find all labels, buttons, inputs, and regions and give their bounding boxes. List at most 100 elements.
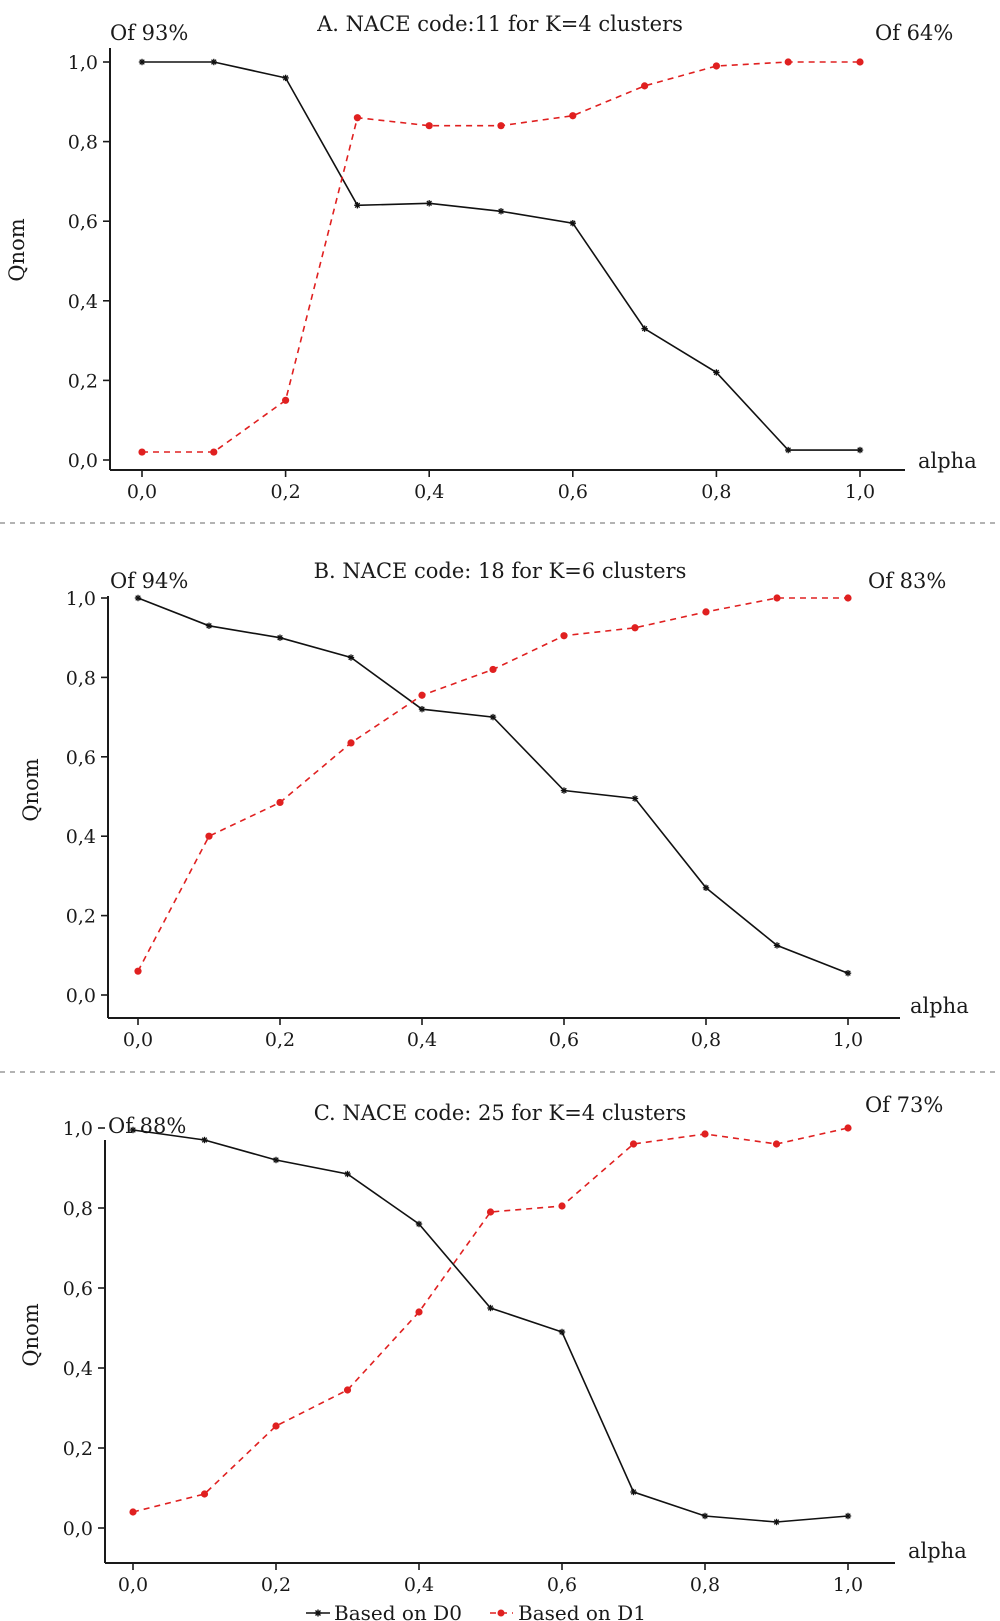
panel-a-d0-point (785, 446, 792, 454)
legend-d0-label: Based on D0 (334, 1601, 462, 1621)
panel-c-x-tick-label: 0,6 (547, 1574, 577, 1596)
panel-a-d0-point (138, 58, 146, 66)
panel-a-d1-point (138, 448, 146, 456)
panel-b-x-tick-label: 0,6 (549, 1029, 579, 1051)
panel-c: C. NACE code: 25 for K=4 clusters Of 88%… (19, 1093, 967, 1596)
panel-c-d0-point (201, 1136, 208, 1144)
panel-c-ticks: 0,0 0,2 0,4 0,6 0,8 1,0 0,0 0,2 0,4 0,6 0,8 1,0 (63, 1118, 863, 1596)
panel-c-x-tick-label: 0,2 (261, 1574, 291, 1596)
panel-c-x-axis-label: alpha (908, 1539, 967, 1563)
panel-c-right-annotation: Of 73% (865, 1093, 943, 1117)
panel-b-plot (134, 594, 852, 977)
panel-a-d1-point (353, 114, 361, 122)
panel-c-x-tick-label: 0,4 (404, 1574, 434, 1596)
panel-a-ticks: 0,0 0,2 0,4 0,6 0,8 1,0 0,0 0,2 0,4 0,6 0,8 1,0 (68, 52, 875, 503)
legend-d0-star-marker (314, 1609, 322, 1617)
panel-c-d1-point (343, 1386, 352, 1394)
panel-a-d1-point (641, 82, 649, 90)
panel-c-d1-point (629, 1140, 638, 1148)
panel-a-x-tick-label: 0,4 (414, 481, 444, 503)
panel-a-title: A. NACE code:11 for K=4 clusters (316, 12, 683, 36)
panel-a-x-tick-label: 1,0 (845, 481, 875, 503)
panel-c-d1-point (844, 1124, 852, 1132)
panel-c-d1-point (486, 1208, 495, 1216)
legend-d1-label: Based on D1 (518, 1601, 646, 1621)
legend: Based on D0 Based on D1 (306, 1601, 646, 1621)
panel-c-d1-point (701, 1130, 709, 1138)
panel-b-d0-point (773, 942, 781, 949)
panel-b-d1-point (205, 832, 213, 840)
panel-b-d1-point (347, 739, 355, 747)
panel-a-series-d0-line (142, 61, 860, 451)
panel-a-x-tick-label: 0,0 (127, 481, 157, 503)
panel-a-d1-point (210, 448, 218, 456)
panel-a-d0-point (641, 325, 648, 332)
panel-b-title: B. NACE code: 18 for K=6 clusters (314, 559, 687, 583)
panel-a-series-d1-line (142, 61, 860, 453)
panel-c-d0-point (344, 1170, 351, 1178)
panel-b-y-tick-label: 0,0 (66, 985, 96, 1007)
panel-a-d0-point (569, 219, 576, 227)
panel-b-right-annotation: Of 83% (868, 569, 946, 593)
panel-a-y-tick-label: 0,4 (68, 291, 98, 313)
panel-b-y-tick-label: 0,8 (66, 667, 96, 689)
panel-a-y-axis-label: Qnom (5, 218, 29, 281)
panel-c-d0-point (129, 1126, 137, 1134)
panel-b-d0-point (560, 787, 568, 794)
panel-b-d0-point (702, 884, 710, 892)
panel-b-d0-point (418, 705, 426, 713)
panel-b-d1-point (631, 624, 639, 632)
panel-a-x-axis-label: alpha (918, 449, 977, 473)
panel-b-d1-point (773, 594, 781, 602)
panel-c-d0-point (272, 1156, 280, 1164)
panel-a-y-tick-label: 1,0 (68, 52, 98, 74)
panel-a-y-tick-label: 0,0 (68, 450, 98, 472)
panel-b-y-tick-label: 0,4 (66, 826, 96, 848)
panel-c-y-tick-label: 1,0 (63, 1118, 93, 1140)
panel-a-d1-point (497, 122, 505, 130)
panel-a-d0-point (497, 208, 505, 215)
panel-a-y-tick-label: 0,2 (68, 370, 98, 392)
panel-a-d0-point (354, 202, 361, 209)
panel-a: A. NACE code:11 for K=4 clusters Of 93% … (5, 12, 977, 503)
panel-c-d1-point (558, 1202, 566, 1210)
panel-c-x-tick-label: 0,8 (690, 1574, 720, 1596)
panel-c-title: C. NACE code: 25 for K=4 clusters (314, 1101, 687, 1125)
panel-c-d0-point (558, 1328, 566, 1336)
panel-c-y-tick-label: 0,0 (63, 1518, 93, 1540)
panel-b-series-d1-line (137, 597, 848, 972)
panel-b-d1-point (844, 594, 852, 602)
panel-c-series-d1-line (132, 1127, 849, 1513)
panel-a-d1-point (425, 122, 433, 130)
panel-c-d0-point (630, 1488, 637, 1496)
panel-c-d1-point (129, 1508, 137, 1516)
panel-a-y-tick-label: 0,6 (68, 211, 98, 233)
panel-c-y-tick-label: 0,6 (63, 1278, 93, 1300)
panel-b-d1-point (489, 665, 497, 674)
panel-c-d1-point (415, 1308, 423, 1316)
panel-a-d0-point (282, 74, 289, 82)
panel-a-d1-point (569, 112, 577, 120)
panel-a-x-tick-label: 0,8 (701, 481, 731, 503)
panel-c-d0-point (415, 1220, 423, 1228)
panel-c-d1-point (772, 1140, 781, 1148)
panel-a-left-annotation: Of 93% (110, 21, 188, 45)
panel-a-right-annotation: Of 64% (875, 21, 953, 45)
panel-b-d1-point (560, 632, 568, 640)
panel-a-d1-point (282, 396, 290, 404)
panel-c-d0-point (773, 1518, 780, 1526)
panel-b-y-axis-label: Qnom (19, 758, 43, 821)
panel-c-x-tick-label: 0,0 (118, 1574, 148, 1596)
panel-b-series-d0-line (137, 597, 849, 974)
panel-c-series-d0-line (132, 1129, 849, 1523)
panel-b: B. NACE code: 18 for K=6 clusters Of 94%… (19, 559, 969, 1051)
legend-item-d1: Based on D1 (490, 1601, 646, 1621)
panel-c-y-tick-label: 0,4 (63, 1358, 93, 1380)
legend-item-d0: Based on D0 (306, 1601, 462, 1621)
panel-b-d0-point (205, 622, 213, 629)
panel-c-x-tick-label: 1,0 (833, 1574, 863, 1596)
legend-d1-dot-marker (497, 1609, 505, 1617)
panel-c-plot (129, 1124, 852, 1526)
panel-a-d0-point (210, 58, 218, 66)
